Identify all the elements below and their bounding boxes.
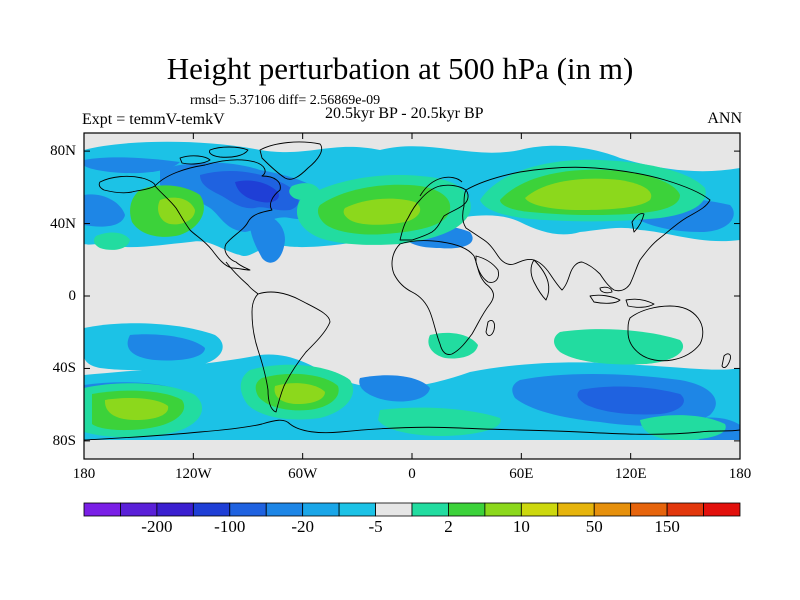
lon-label-0: 180: [72, 466, 96, 482]
colorbar-label-3: -5: [368, 517, 383, 536]
contour-sh-pacific-yellow: [104, 398, 169, 420]
lat-label-1: 40N: [50, 215, 76, 232]
colorbar-swatch-7: [338, 502, 376, 517]
lon-label-3: 0: [408, 466, 416, 482]
colorbar-label-7: 150: [654, 517, 680, 536]
colorbar-label-6: 50: [585, 517, 603, 536]
contour-nh-europe-yellow: [343, 198, 421, 225]
season-label: ANN: [707, 110, 742, 127]
colorbar-swatch-0: [83, 502, 121, 517]
experiment-label: Expt = temmV-temkV: [82, 111, 225, 128]
coastline-new-zealand: [721, 353, 731, 369]
coastline-madagascar: [485, 319, 495, 337]
coastline-africa: [391, 240, 494, 355]
colorbar-swatch-6: [302, 502, 340, 517]
figure-title: Height perturbation at 500 hPa (in m): [166, 51, 634, 86]
lon-label-4: 60E: [509, 466, 534, 482]
contour-nh-deep-core: [235, 180, 279, 203]
period-label: 20.5kyr BP - 20.5kyr BP: [325, 105, 484, 122]
lon-tick-marks: [83, 133, 741, 459]
lon-label-2: 60W: [288, 466, 318, 482]
contour-sh-indian-green: [554, 329, 684, 365]
colorbar: [83, 502, 741, 517]
coastline-japan: [631, 213, 645, 233]
contour-nh-asia-yellow: [525, 178, 652, 210]
coastline-scandinavia: [419, 176, 463, 197]
coastline-north-america: [154, 159, 281, 271]
colorbar-swatch-5: [265, 502, 304, 517]
coastline-layer: [84, 141, 740, 441]
colorbar-swatch-13: [557, 502, 595, 517]
lat-label-4: 80S: [52, 432, 76, 449]
lon-label-1: 120W: [174, 466, 212, 482]
colorbar-swatch-12: [520, 502, 559, 517]
lat-label-3: 40S: [52, 360, 76, 377]
stats-text: rmsd= 5.37106 diff= 2.56869e-09: [190, 93, 381, 108]
contour-nh-arctic-blue: [84, 157, 180, 174]
contour-sh-africa-green: [428, 332, 478, 359]
colorbar-swatch-15: [630, 502, 668, 517]
lon-label-5: 120E: [614, 466, 647, 482]
contour-sh-atlantic-blue: [359, 375, 430, 402]
coastline-greenland: [259, 141, 323, 180]
colorbar-swatch-1: [120, 502, 158, 517]
coastline-central-america: [225, 261, 259, 295]
lon-label-6: 180: [728, 466, 752, 482]
colorbar-swatch-9: [411, 502, 449, 517]
coastline-arctic-islands: [179, 146, 249, 165]
coastline-indonesia: [589, 286, 655, 308]
coastline-arabia: [475, 255, 499, 283]
map-panel: [83, 132, 741, 460]
colorbar-swatch-17: [703, 502, 741, 517]
colorbar-swatch-11: [484, 502, 522, 517]
lat-tick-marks: [84, 150, 740, 442]
colorbar-swatch-14: [593, 502, 632, 517]
colorbar-swatch-8: [375, 502, 413, 517]
colorbar-label-4: 2: [444, 517, 453, 536]
contour-sh-pacific-blue: [127, 334, 205, 361]
colorbar-swatch-2: [156, 502, 194, 517]
contour-sh-indian-darkblue: [577, 386, 684, 415]
coastline-australia: [627, 305, 704, 362]
colorbar-swatch-3: [192, 502, 231, 517]
contour-nh-tropics-green: [93, 232, 130, 250]
coastline-south-america: [251, 291, 331, 413]
colorbar-swatch-10: [448, 502, 486, 517]
contour-fill-layer: [84, 141, 740, 440]
contour-nh-na-yellow: [158, 197, 195, 225]
contour-sh-atlantic-yellow: [274, 383, 325, 404]
lat-label-0: 80N: [50, 143, 76, 160]
colorbar-swatch-16: [666, 502, 704, 517]
contour-sh-antarctic-green: [378, 407, 501, 436]
colorbar-swatch-4: [229, 502, 267, 517]
coastline-antarctica: [84, 419, 740, 441]
contour-nh-atlantic-green-small: [289, 183, 320, 200]
coastline-alaska: [98, 175, 156, 194]
colorbar-label-2: -20: [291, 517, 314, 536]
contour-nh-atlantic-blue-arm: [249, 213, 285, 263]
coastline-asia: [462, 166, 711, 292]
colorbar-label-5: 10: [512, 517, 530, 536]
lat-label-2: 0: [68, 288, 77, 304]
coastline-india: [530, 259, 550, 301]
colorbar-label-0: -200: [141, 517, 173, 536]
contour-nh-north-pacific-blue: [84, 194, 125, 227]
colorbar-label-1: -100: [214, 517, 246, 536]
